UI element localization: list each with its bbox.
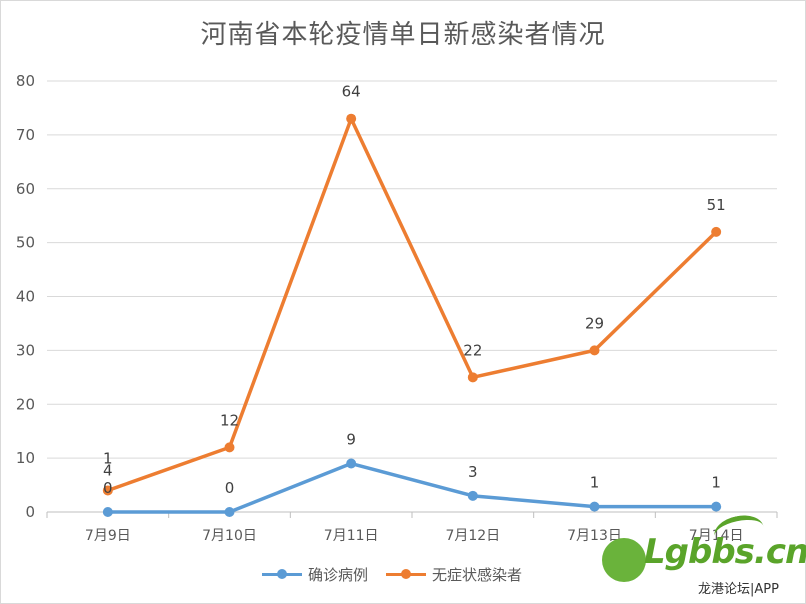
x-tick-label: 7月12日	[445, 528, 500, 544]
data-label: 0	[103, 479, 113, 497]
x-tick-label: 7月13日	[567, 528, 622, 544]
x-tick-label: 7月11日	[324, 528, 379, 544]
y-tick-label: 60	[16, 180, 35, 198]
data-label: 12	[220, 411, 239, 429]
data-point	[224, 507, 235, 517]
data-label: 22	[463, 341, 482, 359]
y-tick-label: 0	[25, 503, 35, 521]
data-point	[711, 226, 722, 237]
data-point	[467, 372, 478, 383]
data-label: 51	[707, 196, 726, 214]
data-label: 1	[590, 474, 600, 492]
legend-label-asymptomatic: 无症状感染者	[432, 565, 523, 584]
watermark-brand: Lgbbs.cn	[644, 532, 806, 572]
y-tick-label: 70	[16, 126, 35, 144]
data-point	[589, 501, 600, 512]
data-point	[711, 501, 722, 512]
data-point	[589, 345, 600, 356]
legend-item-asymptomatic: 无症状感染者	[386, 564, 522, 585]
data-label: 0	[225, 479, 235, 497]
y-tick-label: 50	[16, 234, 35, 252]
data-label: 64	[342, 83, 361, 101]
chart-title: 河南省本轮疫情单日新感染者情况	[200, 20, 606, 50]
watermark-logo: Lgbbs.cn 龙港论坛|APP	[600, 511, 806, 600]
data-point	[102, 485, 113, 496]
data-label: 3	[468, 463, 478, 481]
chart-legend: 确诊病例 无症状感染者	[262, 563, 522, 585]
data-point	[224, 442, 235, 453]
data-point	[467, 490, 478, 501]
series-line	[107, 461, 717, 514]
data-label: 1	[711, 474, 721, 492]
legend-swatch-confirmed	[262, 568, 302, 579]
data-label: 29	[585, 314, 604, 332]
data-label: 4	[103, 461, 113, 479]
legend-label-confirmed: 确诊病例	[308, 565, 369, 584]
dragon-logo-icon	[602, 538, 646, 582]
data-point	[102, 507, 113, 517]
y-tick-label: 80	[16, 72, 35, 90]
data-label: 1	[103, 449, 113, 467]
y-tick-label: 30	[16, 341, 35, 359]
y-tick-label: 40	[16, 288, 35, 306]
watermark-tagline: 龙港论坛|APP	[698, 582, 779, 597]
y-tick-label: 20	[16, 395, 35, 413]
legend-swatch-asymptomatic	[386, 568, 427, 579]
x-tick-label: 7月9日	[85, 528, 131, 544]
data-label: 9	[346, 431, 356, 449]
series-line	[107, 116, 718, 493]
data-point	[346, 458, 357, 469]
data-point	[346, 113, 357, 124]
x-tick-label: 7月10日	[202, 528, 257, 544]
y-tick-label: 10	[16, 449, 35, 467]
legend-item-confirmed: 确诊病例	[262, 564, 368, 585]
x-tick-label: 7月14日	[689, 528, 744, 544]
